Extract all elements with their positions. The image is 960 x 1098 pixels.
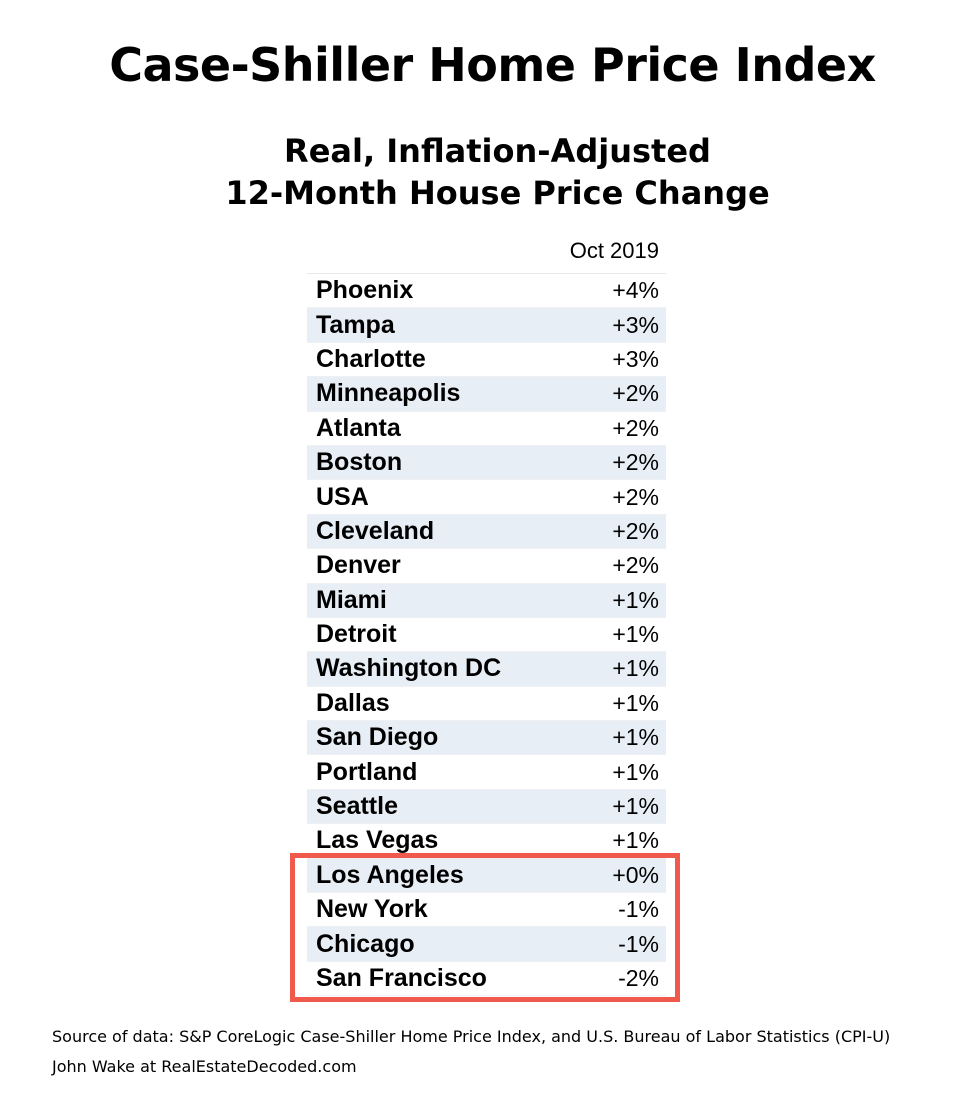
city-label: Dallas	[316, 688, 390, 717]
subtitle-line-1: Real, Inflation-Adjusted	[284, 132, 711, 170]
subtitle-line-2: 12-Month House Price Change	[225, 174, 770, 212]
price-change-value: +3%	[612, 311, 659, 338]
table-row: Portland +1%	[307, 755, 666, 790]
table-row: Phoenix +4%	[307, 274, 666, 309]
city-label: Atlanta	[316, 413, 401, 442]
chart-subtitle: Real, Inflation-Adjusted 12-Month House …	[0, 130, 960, 214]
city-label: Denver	[316, 551, 401, 580]
city-label: Minneapolis	[316, 379, 461, 408]
table-row: Seattle +1%	[307, 789, 666, 825]
table-row: Detroit +1%	[307, 618, 666, 653]
table-row: Atlanta +2%	[307, 412, 666, 446]
source-note: Source of data: S&P CoreLogic Case-Shill…	[52, 1027, 891, 1046]
price-change-value: +4%	[612, 277, 659, 304]
city-label: Charlotte	[316, 344, 426, 373]
city-label: Seattle	[316, 792, 398, 821]
city-label: Boston	[316, 448, 403, 477]
table-row: Denver +2%	[307, 549, 666, 584]
table-row: San Francisco -2%	[307, 962, 666, 997]
city-label: New York	[316, 895, 428, 924]
city-label: Miami	[316, 585, 387, 614]
price-change-value: +1%	[612, 793, 659, 820]
highlight-box	[290, 853, 680, 1002]
price-change-value: +1%	[612, 621, 659, 648]
city-label: Tampa	[316, 310, 395, 339]
city-label: Chicago	[316, 929, 415, 958]
price-change-value: +2%	[612, 449, 659, 476]
price-change-value: +1%	[612, 724, 659, 751]
price-change-value: +2%	[612, 517, 659, 544]
city-label: Cleveland	[316, 516, 435, 545]
price-change-value: +2%	[612, 552, 659, 579]
price-change-value: +1%	[612, 586, 659, 613]
price-change-value: +0%	[612, 861, 659, 888]
table-row: San Diego +1%	[307, 721, 666, 756]
city-label: San Diego	[316, 723, 439, 752]
table-row: Dallas +1%	[307, 687, 666, 722]
city-label: USA	[316, 482, 369, 511]
table-row: Los Angeles +0%	[307, 858, 666, 894]
city-label: Washington DC	[316, 654, 502, 683]
price-change-value: -1%	[618, 896, 659, 923]
price-change-value: +1%	[612, 655, 659, 682]
table-row: Washington DC +1%	[307, 652, 666, 687]
price-change-value: +3%	[612, 345, 659, 372]
city-label: Las Vegas	[316, 826, 439, 855]
city-label: Portland	[316, 757, 418, 786]
table-row: Charlotte +3%	[307, 343, 666, 378]
table-row: Chicago -1%	[307, 927, 666, 962]
city-label: San Francisco	[316, 964, 487, 992]
table-row: USA +2%	[307, 480, 666, 515]
table-row: Cleveland +2%	[307, 514, 666, 550]
table-row: Minneapolis +2%	[307, 377, 666, 412]
table-row: Miami +1%	[307, 583, 666, 618]
price-change-value: +2%	[612, 380, 659, 407]
price-change-table: Phoenix +4% Tampa +3% Charlotte +3% Minneapoli…	[307, 273, 666, 997]
table-row: New York -1%	[307, 893, 666, 928]
table-row: Boston +2%	[307, 445, 666, 481]
author-credit: John Wake at RealEstateDecoded.com	[52, 1057, 357, 1076]
chart-title: Case-Shiller Home Price Index	[109, 38, 876, 92]
column-header: Oct 2019	[569, 238, 659, 263]
city-label: Phoenix	[316, 276, 414, 305]
price-change-value: +2%	[612, 414, 659, 441]
price-change-value: -1%	[618, 930, 659, 957]
price-change-value: +1%	[612, 689, 659, 716]
city-label: Los Angeles	[316, 860, 464, 889]
table-row: Tampa +3%	[307, 308, 666, 343]
table-row: Las Vegas +1%	[307, 824, 666, 859]
price-change-value: -2%	[618, 965, 659, 991]
price-change-value: +1%	[612, 758, 659, 785]
price-change-value: +1%	[612, 827, 659, 854]
price-change-value: +2%	[612, 483, 659, 510]
city-label: Detroit	[316, 620, 397, 649]
